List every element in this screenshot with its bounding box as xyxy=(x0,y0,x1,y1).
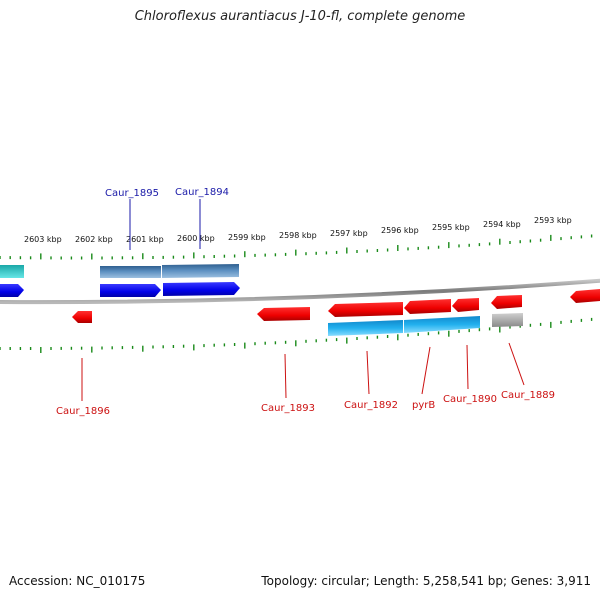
gene-caur-1892[interactable] xyxy=(328,302,403,317)
scale-label-2593: 2593 kbp xyxy=(534,216,572,225)
feature-cyan-left[interactable] xyxy=(0,265,24,278)
gene-forward-left[interactable] xyxy=(0,284,24,297)
genome-summary-text: Topology: circular; Length: 5,258,541 bp… xyxy=(261,574,591,588)
gene-caur-1893[interactable] xyxy=(257,307,310,321)
scale-label-2595: 2595 kbp xyxy=(432,223,470,232)
scale-label-2597: 2597 kbp xyxy=(330,229,368,238)
leader-caur-1892 xyxy=(366,350,370,395)
map-title: Chloroflexus aurantiacus J-10-fl, comple… xyxy=(134,9,466,24)
label-caur-1889: Caur_1889 xyxy=(501,390,555,401)
outer-scale-ticks xyxy=(0,234,593,260)
gene-reverse-right[interactable] xyxy=(570,289,600,303)
label-caur-1894: Caur_1894 xyxy=(175,187,229,198)
gene-caur-1889[interactable] xyxy=(491,295,522,309)
scale-label-2599: 2599 kbp xyxy=(228,233,266,242)
gene-caur-1896[interactable] xyxy=(72,311,92,323)
gene-caur-1895[interactable] xyxy=(100,284,161,297)
leader-caur-1890 xyxy=(466,344,469,390)
leader-caur-1893 xyxy=(284,353,287,399)
scale-label-2603: 2603 kbp xyxy=(24,235,62,244)
scale-label-2598: 2598 kbp xyxy=(279,231,317,240)
scale-label-2600: 2600 kbp xyxy=(177,234,215,243)
scale-label-2596: 2596 kbp xyxy=(381,226,419,235)
label-caur-1893: Caur_1893 xyxy=(261,403,315,414)
accession-text: Accession: NC_010175 xyxy=(9,574,146,588)
feature-pyrB-region[interactable] xyxy=(404,316,480,333)
scale-label-2601: 2601 kbp xyxy=(126,235,164,244)
leader-pyrB xyxy=(421,346,431,395)
feature-caur-1895-region[interactable] xyxy=(100,266,161,278)
genome-backbone xyxy=(0,278,600,305)
gene-caur-1890[interactable] xyxy=(452,298,479,312)
scale-label-2602: 2602 kbp xyxy=(75,235,113,244)
scale-label-2594: 2594 kbp xyxy=(483,220,521,229)
inner-scale-ticks xyxy=(0,317,593,353)
gene-caur-1894[interactable] xyxy=(163,282,240,296)
label-caur-1896: Caur_1896 xyxy=(56,406,110,417)
label-caur-1895: Caur_1895 xyxy=(105,188,159,199)
feature-caur-1892-region[interactable] xyxy=(328,320,403,336)
feature-caur-1889-misc[interactable] xyxy=(492,313,523,327)
gene-pyrB[interactable] xyxy=(404,299,451,314)
leader-caur-1889 xyxy=(508,342,525,386)
label-caur-1890: Caur_1890 xyxy=(443,394,497,405)
feature-caur-1894-region[interactable] xyxy=(162,264,239,278)
label-caur-1892: Caur_1892 xyxy=(344,400,398,411)
label-pyrB: pyrB xyxy=(412,400,435,411)
